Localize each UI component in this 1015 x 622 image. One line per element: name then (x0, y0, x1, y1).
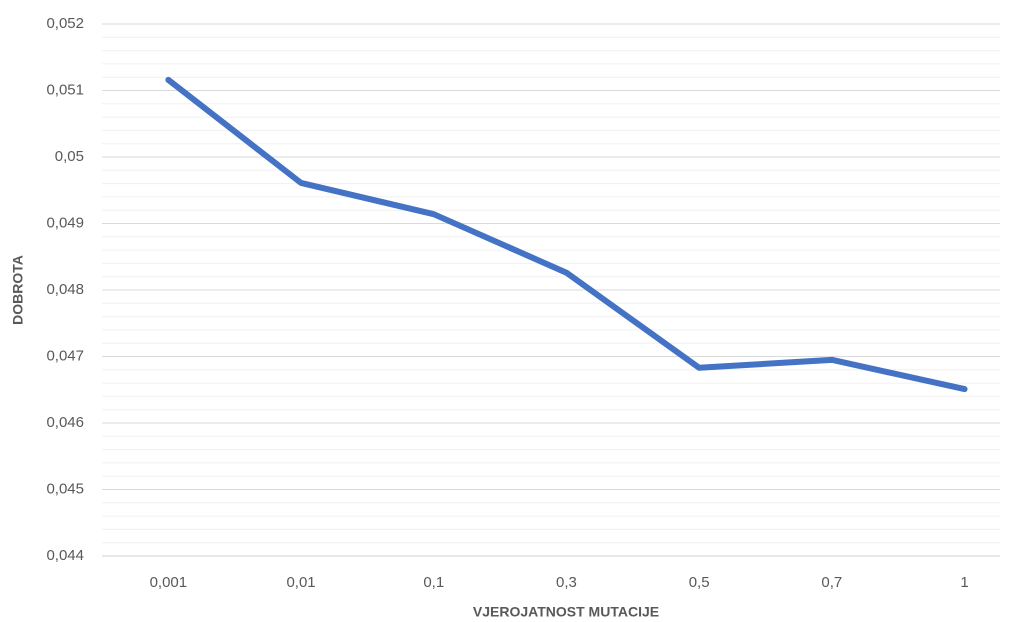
y-tick-label: 0,05 (55, 148, 84, 165)
x-axis-title: VJEROJATNOST MUTACIJE (473, 604, 659, 620)
line-series (165, 76, 968, 393)
y-tick-label: 0,046 (46, 414, 84, 431)
x-tick-label: 0,01 (286, 574, 315, 591)
x-tick-label: 0,3 (556, 574, 577, 591)
y-tick-label: 0,049 (46, 214, 84, 231)
y-tick-label: 0,044 (46, 547, 84, 564)
y-axis-title: DOBROTA (10, 255, 26, 325)
y-tick-label: 0,048 (46, 281, 84, 298)
x-tick-label: 0,7 (821, 574, 842, 591)
y-tick-label: 0,045 (46, 480, 84, 497)
x-tick-label: 0,5 (689, 574, 710, 591)
x-tick-label: 1 (960, 574, 968, 591)
y-tick-label: 0,051 (46, 81, 84, 98)
y-tick-label: 0,047 (46, 347, 84, 364)
y-tick-label: 0,052 (46, 15, 84, 32)
x-tick-label: 0,001 (150, 574, 188, 591)
x-tick-label: 0,1 (423, 574, 444, 591)
